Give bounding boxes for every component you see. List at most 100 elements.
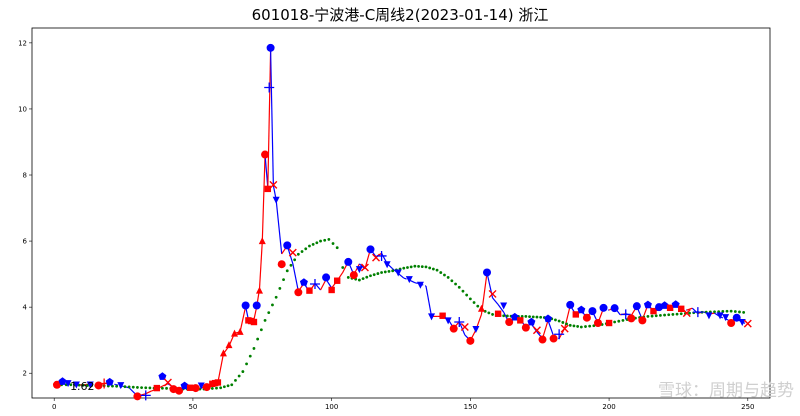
ma-dot xyxy=(263,318,267,322)
circle-marker xyxy=(732,313,741,322)
triangle-marker xyxy=(225,341,233,349)
ma-dot xyxy=(725,309,729,313)
circle-marker xyxy=(638,316,647,325)
ma-dot xyxy=(428,266,432,270)
triangle-marker xyxy=(258,237,266,245)
pentagon-marker xyxy=(105,377,114,386)
triangle-marker xyxy=(405,276,413,284)
ma-dot xyxy=(369,274,372,278)
ma-dot xyxy=(285,269,289,273)
circle-marker xyxy=(94,381,103,390)
x-marker xyxy=(743,319,752,328)
circle-marker xyxy=(549,334,558,343)
y-tick-label: 12 xyxy=(18,39,27,47)
circle-marker xyxy=(52,380,61,389)
price-segment xyxy=(497,304,505,313)
ma-dot xyxy=(215,386,218,390)
x-tick-label: 100 xyxy=(325,403,338,411)
ma-dot xyxy=(86,384,89,387)
price-segment xyxy=(239,306,247,333)
pentagon-marker xyxy=(544,314,552,323)
ma-dot xyxy=(311,242,315,246)
triangle-marker xyxy=(394,269,402,277)
y-tick-label: 2 xyxy=(23,370,27,378)
pentagon-marker xyxy=(299,278,308,286)
square-marker xyxy=(605,319,613,327)
circle-marker xyxy=(191,384,200,393)
ma-dot xyxy=(380,271,383,274)
ma-dot xyxy=(443,273,446,277)
price-segment xyxy=(492,297,499,305)
ma-dot xyxy=(123,385,127,389)
pentagon-marker xyxy=(643,300,652,309)
ma-dot xyxy=(688,311,691,315)
ma-dot xyxy=(576,325,580,328)
ma-dot xyxy=(323,238,327,242)
square-marker xyxy=(333,277,341,284)
ma-dot xyxy=(387,269,391,273)
ma-dot xyxy=(402,266,406,270)
circle-marker xyxy=(202,383,211,392)
pentagon-marker xyxy=(577,305,586,314)
circle-marker xyxy=(322,273,331,282)
square-marker xyxy=(306,287,313,294)
ma-dot xyxy=(148,386,152,390)
circle-marker xyxy=(483,268,492,277)
triangle-marker xyxy=(197,382,205,390)
square-marker xyxy=(678,305,685,313)
x-marker xyxy=(372,253,381,262)
price-segment xyxy=(686,307,693,311)
ma-dot xyxy=(77,383,81,387)
triangle-marker xyxy=(428,313,436,321)
x-tick-label: 250 xyxy=(741,403,754,411)
ma-dot xyxy=(346,276,350,279)
circle-marker xyxy=(466,336,475,345)
ma-dot xyxy=(391,269,395,273)
price-segment xyxy=(403,277,410,281)
ma-dot xyxy=(335,246,339,250)
ma-dot xyxy=(267,311,271,315)
square-marker xyxy=(517,317,524,324)
ma-dot xyxy=(406,266,409,269)
ma-dot xyxy=(409,265,413,269)
ma-dot xyxy=(431,267,435,271)
circle-marker xyxy=(277,260,286,269)
ma-dot xyxy=(413,264,417,268)
triangle-marker xyxy=(86,381,94,389)
triangle-marker xyxy=(705,312,713,320)
ma-dot xyxy=(271,303,274,307)
ma-dot xyxy=(278,287,282,290)
ma-dot xyxy=(435,268,439,272)
ma-dot xyxy=(450,279,454,283)
triangle-marker xyxy=(355,266,363,274)
pentagon-marker xyxy=(510,312,519,321)
ma-dot xyxy=(679,312,683,316)
ma-dot xyxy=(561,321,565,324)
triangle-marker xyxy=(716,312,724,320)
ma-dot xyxy=(721,310,725,313)
ma-dot xyxy=(505,314,509,318)
square-marker xyxy=(264,185,272,193)
price-segment xyxy=(145,390,152,395)
ma-dot xyxy=(528,315,531,319)
ma-dot xyxy=(226,384,230,388)
ma-dot xyxy=(69,383,73,387)
ma-dot xyxy=(234,378,237,382)
ma-dot xyxy=(733,310,737,313)
ma-dot xyxy=(584,325,587,328)
circle-marker xyxy=(241,301,250,310)
ma-dot xyxy=(446,276,450,279)
ma-dot xyxy=(502,314,506,318)
circle-marker xyxy=(283,241,292,250)
pentagon-marker xyxy=(158,372,167,380)
circle-marker xyxy=(133,392,142,401)
circle-marker xyxy=(627,314,636,323)
ma-dot xyxy=(237,374,241,378)
y-tick-label: 10 xyxy=(18,105,27,113)
ma-dot xyxy=(654,314,658,318)
circle-marker xyxy=(175,386,184,395)
ma-dot xyxy=(136,386,139,389)
ma-dot xyxy=(579,325,583,329)
circle-marker xyxy=(521,323,530,332)
